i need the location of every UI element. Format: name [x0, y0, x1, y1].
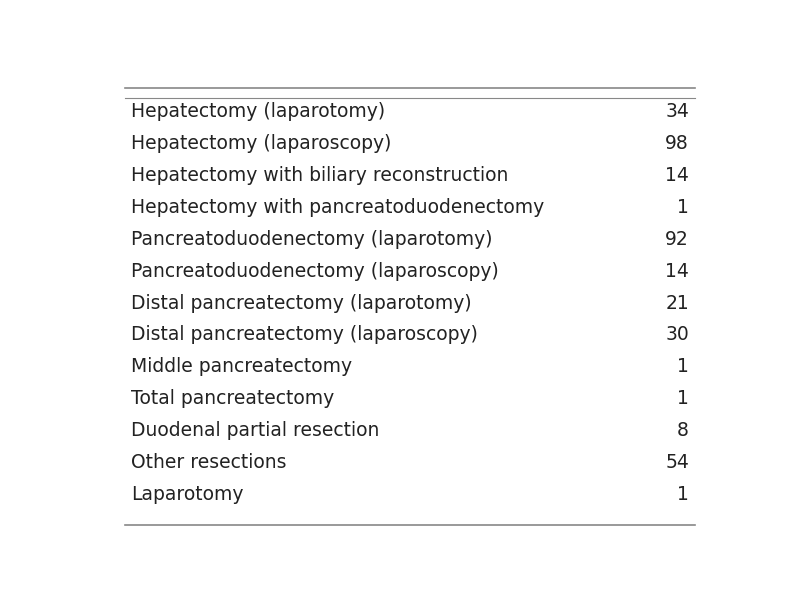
Text: 14: 14 — [665, 166, 689, 185]
Text: 8: 8 — [677, 421, 689, 441]
Text: 14: 14 — [665, 261, 689, 281]
Text: 30: 30 — [666, 326, 689, 344]
Text: Duodenal partial resection: Duodenal partial resection — [131, 421, 379, 441]
Text: Hepatectomy (laparoscopy): Hepatectomy (laparoscopy) — [131, 134, 391, 153]
Text: Hepatectomy with pancreatoduodenectomy: Hepatectomy with pancreatoduodenectomy — [131, 198, 544, 217]
Text: 21: 21 — [666, 293, 689, 313]
Text: 1: 1 — [677, 389, 689, 408]
Text: 1: 1 — [677, 485, 689, 504]
Text: Distal pancreatectomy (laparotomy): Distal pancreatectomy (laparotomy) — [131, 293, 472, 313]
Text: Distal pancreatectomy (laparoscopy): Distal pancreatectomy (laparoscopy) — [131, 326, 478, 344]
Text: Pancreatoduodenectomy (laparotomy): Pancreatoduodenectomy (laparotomy) — [131, 230, 493, 249]
Text: Hepatectomy with biliary reconstruction: Hepatectomy with biliary reconstruction — [131, 166, 508, 185]
Text: 34: 34 — [665, 102, 689, 121]
Text: 92: 92 — [666, 230, 689, 249]
Text: 54: 54 — [665, 453, 689, 472]
Text: Total pancreatectomy: Total pancreatectomy — [131, 389, 334, 408]
Text: 1: 1 — [677, 358, 689, 376]
Text: Middle pancreatectomy: Middle pancreatectomy — [131, 358, 352, 376]
Text: Hepatectomy (laparotomy): Hepatectomy (laparotomy) — [131, 102, 385, 121]
Text: Laparotomy: Laparotomy — [131, 485, 243, 504]
Text: 1: 1 — [677, 198, 689, 217]
Text: Other resections: Other resections — [131, 453, 286, 472]
Text: 98: 98 — [666, 134, 689, 153]
Text: Pancreatoduodenectomy (laparoscopy): Pancreatoduodenectomy (laparoscopy) — [131, 261, 498, 281]
